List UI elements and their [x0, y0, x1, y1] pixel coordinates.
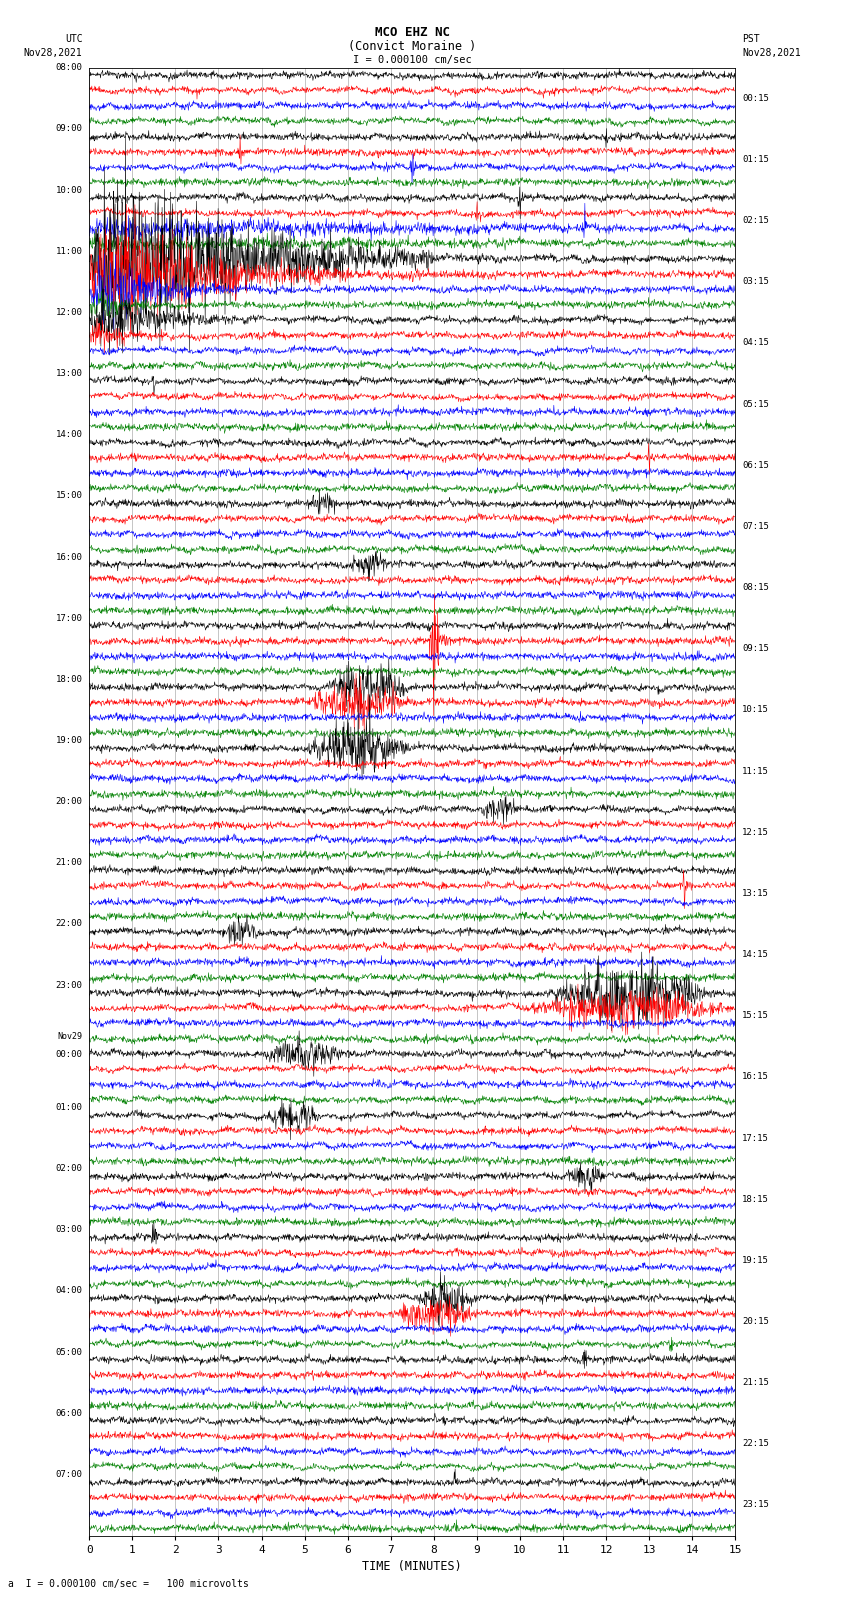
Text: 13:15: 13:15 — [742, 889, 769, 898]
Text: 20:15: 20:15 — [742, 1318, 769, 1326]
Text: 18:15: 18:15 — [742, 1195, 769, 1203]
Text: Nov28,2021: Nov28,2021 — [24, 48, 82, 58]
Text: MCO EHZ NC: MCO EHZ NC — [375, 26, 450, 39]
Text: 11:15: 11:15 — [742, 766, 769, 776]
Text: 02:00: 02:00 — [55, 1165, 82, 1173]
Text: 16:15: 16:15 — [742, 1073, 769, 1081]
X-axis label: TIME (MINUTES): TIME (MINUTES) — [362, 1560, 462, 1573]
Text: 04:00: 04:00 — [55, 1287, 82, 1295]
Text: 05:15: 05:15 — [742, 400, 769, 408]
Text: 03:15: 03:15 — [742, 277, 769, 286]
Text: 03:00: 03:00 — [55, 1226, 82, 1234]
Text: 01:15: 01:15 — [742, 155, 769, 165]
Text: 15:15: 15:15 — [742, 1011, 769, 1019]
Text: 23:00: 23:00 — [55, 981, 82, 990]
Text: 09:00: 09:00 — [55, 124, 82, 134]
Text: 06:00: 06:00 — [55, 1408, 82, 1418]
Text: 15:00: 15:00 — [55, 492, 82, 500]
Text: Nov29: Nov29 — [58, 1032, 82, 1042]
Text: 09:15: 09:15 — [742, 644, 769, 653]
Text: 00:15: 00:15 — [742, 94, 769, 103]
Text: 21:15: 21:15 — [742, 1378, 769, 1387]
Text: 19:00: 19:00 — [55, 736, 82, 745]
Text: Nov28,2021: Nov28,2021 — [742, 48, 801, 58]
Text: 11:00: 11:00 — [55, 247, 82, 256]
Text: 17:15: 17:15 — [742, 1134, 769, 1142]
Text: 13:00: 13:00 — [55, 369, 82, 377]
Text: 14:00: 14:00 — [55, 431, 82, 439]
Text: 14:15: 14:15 — [742, 950, 769, 960]
Text: 22:00: 22:00 — [55, 919, 82, 929]
Text: 12:00: 12:00 — [55, 308, 82, 316]
Text: 07:00: 07:00 — [55, 1469, 82, 1479]
Text: 01:00: 01:00 — [55, 1103, 82, 1111]
Text: (Convict Moraine ): (Convict Moraine ) — [348, 40, 476, 53]
Text: 19:15: 19:15 — [742, 1257, 769, 1265]
Text: 18:00: 18:00 — [55, 674, 82, 684]
Text: 05:00: 05:00 — [55, 1347, 82, 1357]
Text: 21:00: 21:00 — [55, 858, 82, 868]
Text: I = 0.000100 cm/sec: I = 0.000100 cm/sec — [353, 55, 472, 65]
Text: 17:00: 17:00 — [55, 613, 82, 623]
Text: 08:15: 08:15 — [742, 584, 769, 592]
Text: 00:00: 00:00 — [55, 1050, 82, 1058]
Text: PST: PST — [742, 34, 760, 44]
Text: 12:15: 12:15 — [742, 827, 769, 837]
Text: 20:00: 20:00 — [55, 797, 82, 806]
Text: 10:15: 10:15 — [742, 705, 769, 715]
Text: 08:00: 08:00 — [55, 63, 82, 73]
Text: 10:00: 10:00 — [55, 185, 82, 195]
Text: 07:15: 07:15 — [742, 523, 769, 531]
Text: 23:15: 23:15 — [742, 1500, 769, 1510]
Text: 16:00: 16:00 — [55, 553, 82, 561]
Text: 22:15: 22:15 — [742, 1439, 769, 1448]
Text: 06:15: 06:15 — [742, 461, 769, 469]
Text: a  I = 0.000100 cm/sec =   100 microvolts: a I = 0.000100 cm/sec = 100 microvolts — [8, 1579, 249, 1589]
Text: 02:15: 02:15 — [742, 216, 769, 226]
Text: UTC: UTC — [65, 34, 82, 44]
Text: 04:15: 04:15 — [742, 339, 769, 347]
